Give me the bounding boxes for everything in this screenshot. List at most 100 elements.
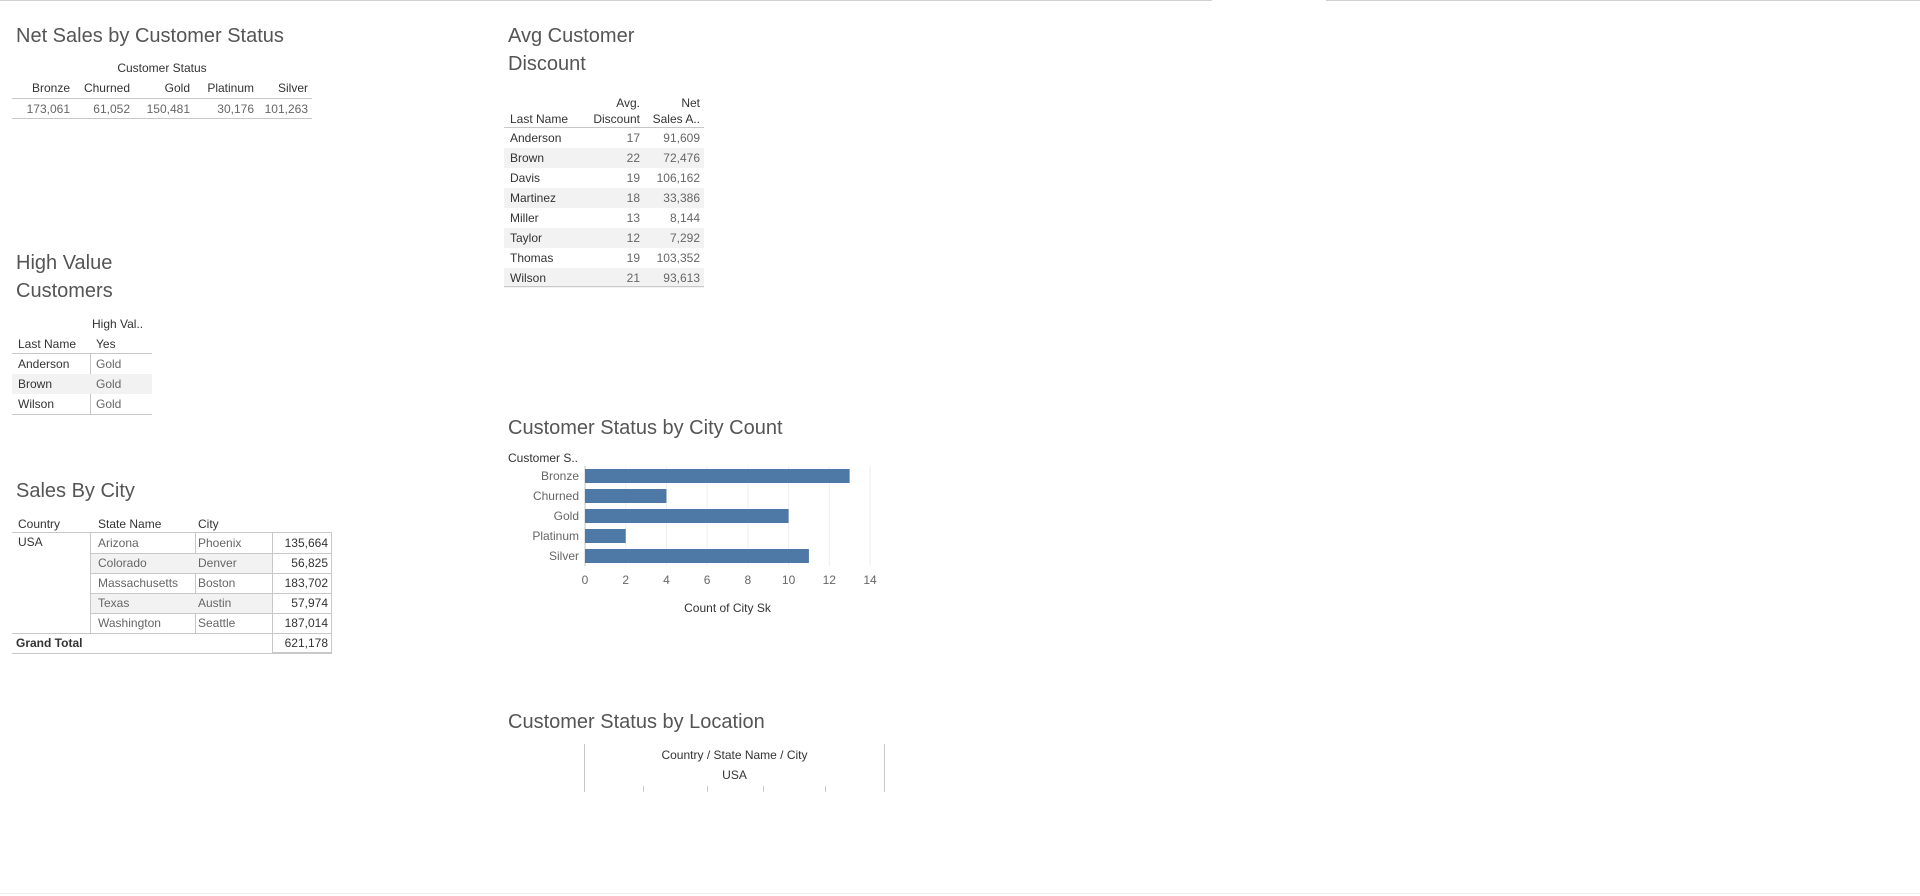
- avg-discount-net-sales: 8,144: [669, 211, 700, 225]
- sales-city-header-country: Country: [18, 517, 61, 531]
- high-value-bottom-rule: [12, 414, 152, 415]
- sales-city-values-box: [272, 532, 332, 653]
- chart-category-label: Gold: [554, 509, 579, 523]
- avg-discount-net-sales: 91,609: [663, 131, 700, 145]
- sales-city-total-rule: [12, 633, 332, 634]
- chart-bar-gold: [585, 509, 789, 523]
- sales-city-value: 183,702: [284, 576, 328, 590]
- net-sales-bottom-rule: [12, 118, 312, 119]
- chart-bar-silver: [585, 549, 809, 563]
- avg-discount-title-line2: Discount: [508, 53, 586, 75]
- chart-tick-label: 4: [663, 573, 670, 587]
- net-sales-value: 30,176: [217, 102, 254, 116]
- avg-discount-header-net1: Net: [681, 96, 700, 110]
- sales-city-grand-total-value: 621,178: [284, 636, 328, 650]
- sales-city-country-divider: [90, 532, 91, 633]
- avg-discount-net-sales: 103,352: [656, 251, 700, 265]
- high-value-value: Gold: [96, 377, 122, 391]
- high-value-name: Anderson: [18, 357, 70, 371]
- row-band: [504, 228, 704, 248]
- net-sales-col-header: Gold: [164, 81, 190, 95]
- sales-city-bottom-rule: [12, 653, 332, 654]
- net-sales-value: 150,481: [146, 102, 190, 116]
- avg-discount-header-rule: [504, 127, 704, 128]
- location-header-path: Country / State Name / City: [661, 748, 808, 762]
- city-count-title: Customer Status by City Count: [508, 417, 783, 439]
- chart-tick-label: 10: [782, 573, 796, 587]
- avg-discount-header-name: Last Name: [510, 112, 569, 126]
- location-subheader-strip: [585, 786, 884, 792]
- high-value-name: Wilson: [18, 397, 55, 411]
- chart-category-label: Platinum: [532, 529, 579, 543]
- sales-city-city: Boston: [198, 576, 236, 590]
- location-title: Customer Status by Location: [508, 711, 765, 733]
- high-value-value: Gold: [96, 357, 122, 371]
- avg-discount-value: 18: [626, 191, 640, 205]
- avg-discount-value: 19: [626, 251, 640, 265]
- net-sales-value: 101,263: [264, 102, 308, 116]
- high-value-name: Brown: [18, 377, 53, 391]
- high-value-column-group: High Val..: [92, 317, 144, 331]
- top-separator-left: [0, 0, 1212, 1]
- net-sales-header-rule: [12, 98, 312, 99]
- avg-discount-name: Davis: [510, 171, 541, 185]
- sales-city-header-rule: [12, 532, 332, 533]
- avg-discount-name: Wilson: [510, 271, 547, 285]
- top-separator-right: [1326, 0, 1920, 1]
- chart-tick-label: 8: [745, 573, 752, 587]
- net-sales-col-header: Silver: [277, 81, 308, 95]
- chart-category-label: Silver: [549, 549, 579, 563]
- net-sales-title: Net Sales by Customer Status: [16, 25, 284, 47]
- avg-discount-header-net2: Sales A..: [652, 112, 700, 126]
- location-header-country: USA: [722, 768, 747, 782]
- avg-discount-value: 13: [626, 211, 640, 225]
- avg-discount-title-line1: Avg Customer: [508, 25, 635, 47]
- location-left-border: [584, 744, 585, 792]
- avg-discount-value: 12: [626, 231, 640, 245]
- net-sales-value: 61,052: [93, 102, 130, 116]
- avg-discount-bottom-rule: [504, 286, 704, 287]
- chart-x-axis-label: Count of City Sk: [684, 601, 772, 615]
- chart-bar-churned: [585, 489, 667, 503]
- avg-discount-value: 19: [626, 171, 640, 185]
- high-value-header-rule: [12, 353, 152, 354]
- avg-discount-value: 22: [626, 151, 640, 165]
- avg-discount-net-sales: 33,386: [663, 191, 700, 205]
- chart-tick-label: 12: [823, 573, 837, 587]
- sales-city-state: Arizona: [98, 536, 139, 550]
- avg-discount-header-disc2: Discount: [593, 112, 640, 126]
- avg-discount-name: Miller: [510, 211, 539, 225]
- avg-discount-name: Anderson: [510, 131, 562, 145]
- city-count-chart: Customer S.. 0 2 4 6 8 10 12 14 Bronze Churned Gold…: [508, 451, 877, 615]
- avg-discount-name: Taylor: [510, 231, 543, 245]
- chart-category-label: Bronze: [541, 469, 579, 483]
- sales-city-state: Texas: [98, 596, 130, 610]
- chart-bar-bronze: [585, 469, 850, 483]
- net-sales-col-header: Platinum: [207, 81, 254, 95]
- high-value-title-line2: Customers: [16, 280, 113, 302]
- chart-category-label: Churned: [533, 489, 579, 503]
- sales-city-state: Washington: [98, 616, 161, 630]
- avg-discount-name: Brown: [510, 151, 545, 165]
- bottom-separator: [0, 893, 1920, 894]
- chart-tick-label: 14: [863, 573, 877, 587]
- chart-row-header: Customer S..: [508, 451, 578, 465]
- avg-discount-header-disc1: Avg.: [616, 96, 640, 110]
- sales-city-city: Seattle: [198, 616, 236, 630]
- high-value-title-line1: High Value: [16, 252, 113, 274]
- sales-city-country: USA: [18, 535, 43, 549]
- high-value-row-header: Last Name: [18, 337, 77, 351]
- sales-city-value: 56,825: [291, 556, 328, 570]
- avg-discount-net-sales: 106,162: [656, 171, 700, 185]
- chart-tick-label: 0: [582, 573, 589, 587]
- high-value-value: Gold: [96, 397, 122, 411]
- sales-city-city: Phoenix: [198, 536, 242, 550]
- sales-city-city: Austin: [198, 596, 232, 610]
- sales-city-value: 57,974: [291, 596, 328, 610]
- chart-tick-label: 6: [704, 573, 711, 587]
- high-value-col-header: Yes: [96, 337, 116, 351]
- avg-discount-net-sales: 72,476: [663, 151, 700, 165]
- sales-city-grand-total-label: Grand Total: [16, 636, 83, 650]
- avg-discount-net-sales: 93,613: [663, 271, 700, 285]
- avg-discount-value: 21: [626, 271, 640, 285]
